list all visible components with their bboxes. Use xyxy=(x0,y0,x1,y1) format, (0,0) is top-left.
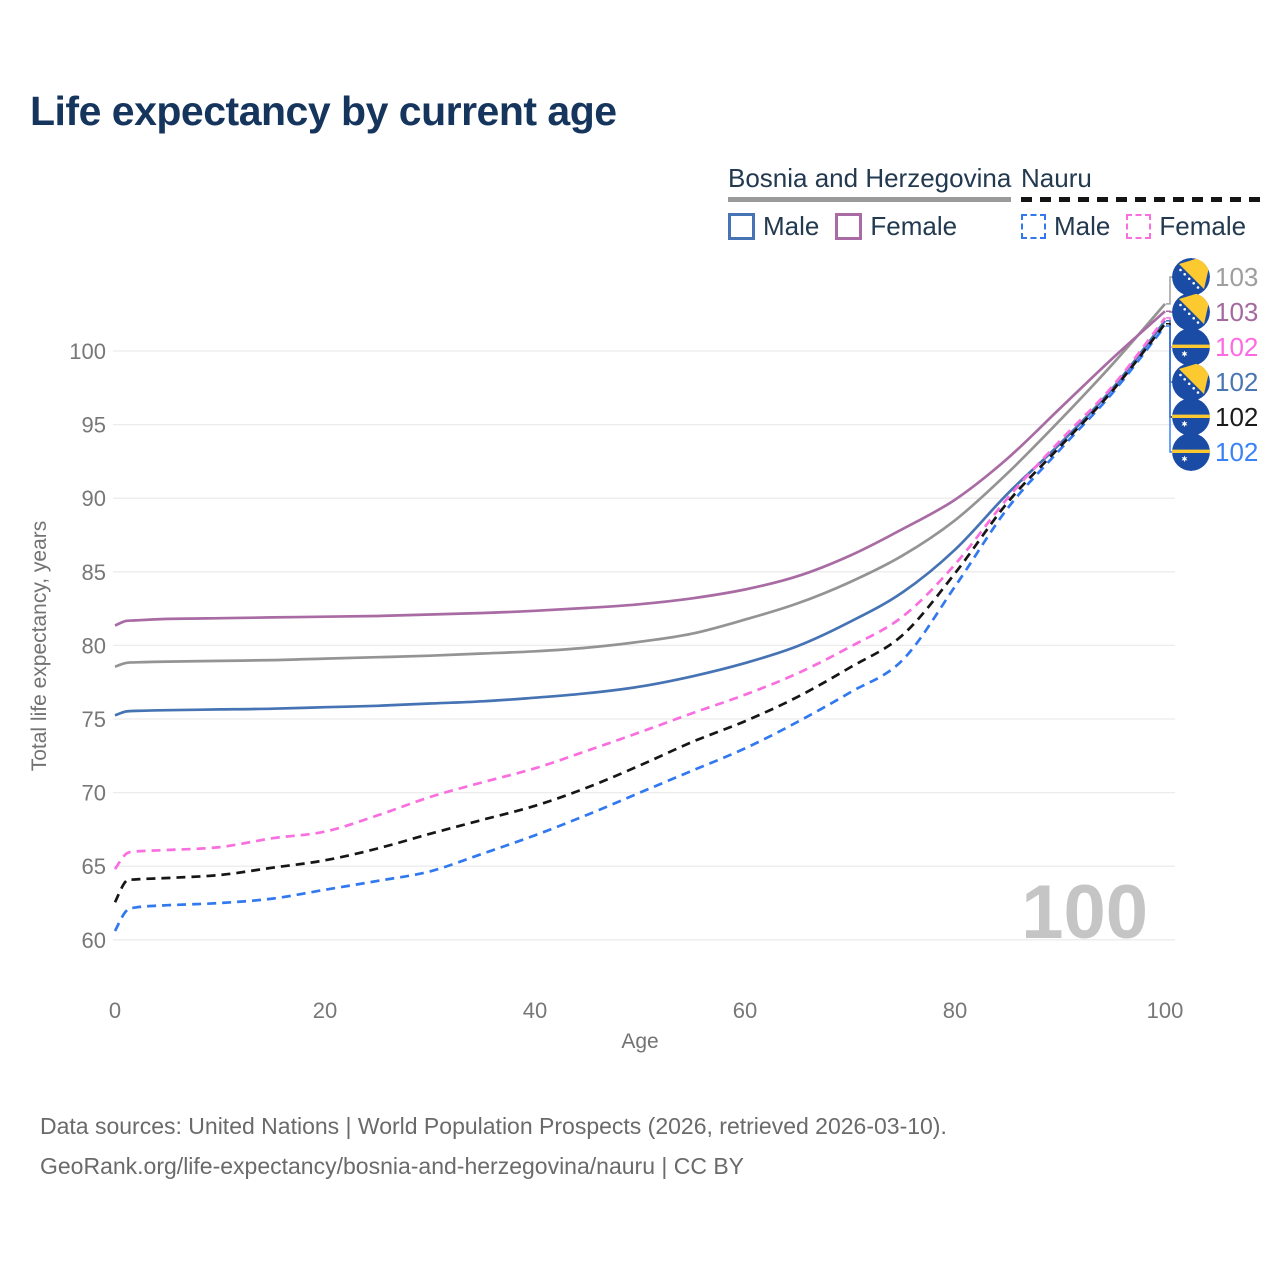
chart-footer: Data sources: United Nations | World Pop… xyxy=(40,1106,947,1186)
legend-group-bosnia: Bosnia and Herzegovina Male Female xyxy=(728,163,1012,242)
y-tick-label: 95 xyxy=(82,413,106,438)
legend-item-label: Male xyxy=(763,211,820,241)
bosnia-flag-icon xyxy=(1172,258,1210,296)
legend-item-bosnia-female[interactable]: Female xyxy=(835,211,957,242)
series-line-bih_female[interactable] xyxy=(114,310,1166,627)
legend-group-nauru: Nauru Male Female xyxy=(1021,163,1263,242)
legend-group-title-bosnia[interactable]: Bosnia and Herzegovina xyxy=(728,163,1012,193)
nauru-flag-icon xyxy=(1172,433,1210,471)
end-label-value: 103 xyxy=(1215,297,1258,327)
legend-item-label: Female xyxy=(870,211,958,241)
y-tick-label: 80 xyxy=(82,633,106,658)
page-title: Life expectancy by current age xyxy=(30,88,617,134)
y-tick-label: 70 xyxy=(82,781,106,806)
y-tick-label: 65 xyxy=(82,854,106,879)
attribution-text: GeoRank.org/life-expectancy/bosnia-and-h… xyxy=(40,1153,745,1179)
end-label-value: 102 xyxy=(1215,437,1258,467)
solid-line-swatch-icon xyxy=(728,213,755,240)
legend-group-title-nauru[interactable]: Nauru xyxy=(1021,163,1092,193)
y-tick-label: 75 xyxy=(82,707,106,732)
x-tick-label: 40 xyxy=(523,998,547,1023)
x-tick-label: 80 xyxy=(943,998,967,1023)
end-label-connector xyxy=(1166,276,1173,305)
x-axis-title: Age xyxy=(621,1030,658,1053)
x-tick-label: 100 xyxy=(1147,998,1184,1023)
series-line-bih_male[interactable] xyxy=(114,319,1167,717)
series-line-nauru_female[interactable] xyxy=(113,317,1167,870)
data-sources-text: Data sources: United Nations | World Pop… xyxy=(40,1113,947,1139)
nauru-flag-icon xyxy=(1172,328,1210,366)
legend-underline-solid xyxy=(728,197,1012,202)
x-tick-label: 20 xyxy=(313,998,337,1023)
end-label-value: 103 xyxy=(1215,262,1258,292)
dashed-line-swatch-icon xyxy=(1021,214,1046,239)
solid-line-swatch-icon xyxy=(835,213,863,240)
end-label-value: 102 xyxy=(1215,332,1258,362)
series-line-nauru_male[interactable] xyxy=(113,325,1167,932)
legend-item-label: Female xyxy=(1159,211,1247,241)
y-tick-label: 60 xyxy=(82,928,106,953)
legend-item-nauru-male[interactable]: Male xyxy=(1021,211,1110,242)
legend-item-bosnia-male[interactable]: Male xyxy=(728,211,819,242)
y-tick-label: 85 xyxy=(82,560,106,585)
legend-item-label: Male xyxy=(1054,211,1111,241)
end-label-value: 102 xyxy=(1215,367,1258,397)
y-axis-title: Total life expectancy, years xyxy=(28,521,51,772)
series-line-nauru_both[interactable] xyxy=(113,322,1167,903)
y-tick-label: 90 xyxy=(82,486,106,511)
bosnia-flag-icon xyxy=(1172,293,1210,331)
dashed-line-swatch-icon xyxy=(1126,214,1152,239)
series-line-bih_both[interactable] xyxy=(114,303,1167,668)
bosnia-flag-icon xyxy=(1172,363,1210,401)
y-tick-label: 100 xyxy=(69,339,106,364)
legend-item-nauru-female[interactable]: Female xyxy=(1126,211,1246,242)
x-tick-label: 60 xyxy=(733,998,757,1023)
watermark-age-100: 100 xyxy=(1021,870,1148,955)
nauru-flag-icon xyxy=(1172,398,1210,436)
x-tick-label: 0 xyxy=(109,998,121,1023)
end-label-connector xyxy=(1166,325,1173,453)
end-label-connector xyxy=(1166,310,1173,313)
end-label-value: 102 xyxy=(1215,402,1258,432)
legend-underline-dashed xyxy=(1021,197,1263,202)
